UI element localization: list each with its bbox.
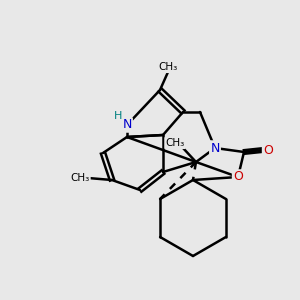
Text: CH₃: CH₃: [165, 138, 184, 148]
Text: CH₃: CH₃: [158, 62, 178, 72]
Text: N: N: [210, 142, 220, 154]
Text: H: H: [114, 111, 122, 121]
Text: O: O: [233, 170, 243, 184]
Text: CH₃: CH₃: [70, 173, 90, 183]
Text: O: O: [263, 143, 273, 157]
Text: N: N: [122, 118, 132, 131]
